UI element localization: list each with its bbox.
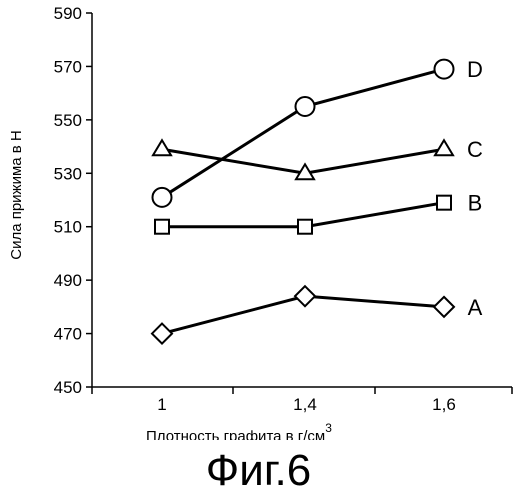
x-axis-title: Плотность графита в г/см3 <box>146 421 332 440</box>
data-point-diamond <box>152 324 172 344</box>
y-tick-label: 450 <box>54 378 82 397</box>
data-point-diamond <box>295 286 315 306</box>
series-d: D <box>153 57 483 207</box>
data-point-triangle <box>153 140 171 155</box>
y-tick-label: 490 <box>54 271 82 290</box>
figure-caption: Фиг.6 <box>0 446 517 496</box>
series-label: D <box>467 57 483 82</box>
y-tick-label: 550 <box>54 111 82 130</box>
y-tick-label: 470 <box>54 325 82 344</box>
data-point-circle <box>435 60 454 79</box>
data-point-circle <box>153 188 172 207</box>
series-group: A B C D <box>152 57 483 343</box>
y-tick-label: 530 <box>54 164 82 183</box>
series-b: B <box>155 191 482 234</box>
x-tick-label: 1 <box>157 395 166 414</box>
line-chart: 450 470 490 510 530 550 570 590 1 1,4 1,6 A B C D Си… <box>0 0 517 440</box>
x-axis-title-text: Плотность графита в г/см <box>146 428 325 440</box>
data-point-circle <box>296 97 315 116</box>
y-axis-ticks: 450 470 490 510 530 550 570 590 <box>54 4 92 397</box>
x-tick-label: 1,6 <box>432 395 456 414</box>
data-point-square <box>155 220 169 234</box>
x-tick-label: 1,4 <box>293 395 317 414</box>
data-point-square <box>298 220 312 234</box>
data-point-triangle <box>435 140 453 155</box>
series-label: C <box>467 137 483 162</box>
y-tick-label: 590 <box>54 4 82 23</box>
data-point-square <box>437 196 451 210</box>
x-axis-ticks: 1 1,4 1,6 <box>92 387 512 414</box>
series-label: B <box>468 191 483 216</box>
series-a: A <box>152 286 483 343</box>
y-tick-label: 570 <box>54 57 82 76</box>
series-label: A <box>468 295 483 320</box>
x-axis-title-superscript: 3 <box>325 421 332 435</box>
data-point-diamond <box>434 297 454 317</box>
y-tick-label: 510 <box>54 218 82 237</box>
y-axis-title: Сила прижима в Н <box>8 130 25 260</box>
